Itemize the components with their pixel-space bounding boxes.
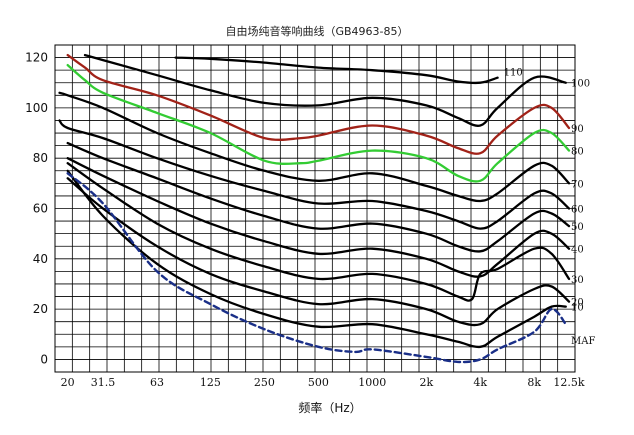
x-tick-label: 8k [527,376,541,389]
series-label-90: 90 [571,124,584,135]
series-label-100: 100 [571,79,590,90]
series-label-10: 10 [571,303,584,314]
x-tick-label: 1000 [358,376,386,389]
x-tick-label: 31.5 [91,376,116,389]
y-tick-label: 40 [33,252,48,266]
x-tick-label: 2k [419,376,433,389]
watermark: 知乎 @joker胡鲁 [484,398,585,414]
series-label-20: 20 [571,298,584,309]
x-tick-label: 125 [200,376,221,389]
series-label-110: 110 [504,68,523,79]
series-line-70 [58,91,571,203]
y-axis-ticks: 0 20 40 60 80 100 120 [25,51,48,367]
series-label-40: 40 [571,245,584,256]
series-line-100 [83,53,567,127]
series-line-110 [174,56,499,85]
series-line-60 [58,119,571,230]
series-line-80 [66,63,571,183]
y-tick-label: 0 [40,352,48,366]
series-line-20 [66,177,571,327]
x-axis-label: 频率（Hz） [298,400,361,415]
x-tick-label: 250 [254,376,275,389]
x-tick-label: 4k [473,376,487,389]
series-line-30 [66,162,571,302]
series-label-60: 60 [571,205,584,216]
x-tick-label: 63 [150,376,164,389]
x-axis-ticks: 20 31.5 63 125 250 500 1000 2k 4k 8k 12.5k [61,376,585,389]
y-tick-label: 80 [33,151,48,165]
y-tick-label: 120 [25,51,48,65]
series-line-50 [66,141,571,253]
chart-title: 自由场纯音等响曲线（GB4963-85） [225,24,408,38]
series-line-10 [66,169,567,349]
series-label-50: 50 [571,222,584,233]
series-label-30: 30 [571,275,584,286]
x-tick-label: 500 [308,376,329,389]
x-tick-label: 20 [61,376,75,389]
series-label-80: 80 [571,147,584,158]
y-tick-label: 60 [33,202,48,216]
series-label-maf: MAF [571,336,595,347]
y-tick-label: 100 [25,101,48,115]
y-tick-label: 20 [33,302,48,316]
series-label-70: 70 [571,179,584,190]
x-tick-label: 12.5k [553,376,584,389]
series-line-90 [66,53,571,155]
series-lines [58,53,571,364]
series-line-maf [66,172,567,364]
series-line-40 [66,157,571,278]
